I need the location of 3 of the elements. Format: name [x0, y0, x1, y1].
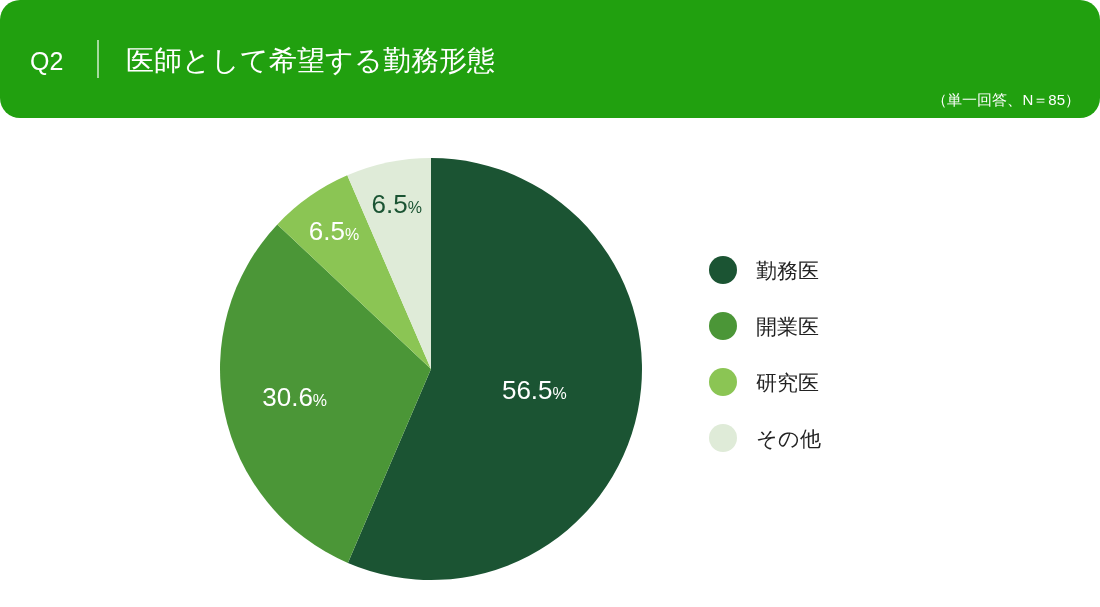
subtitle: （単一回答、N＝85） [932, 91, 1080, 108]
title: 医師として希望する勤務形態 [126, 45, 495, 76]
annotation: Q2 [30, 47, 64, 75]
